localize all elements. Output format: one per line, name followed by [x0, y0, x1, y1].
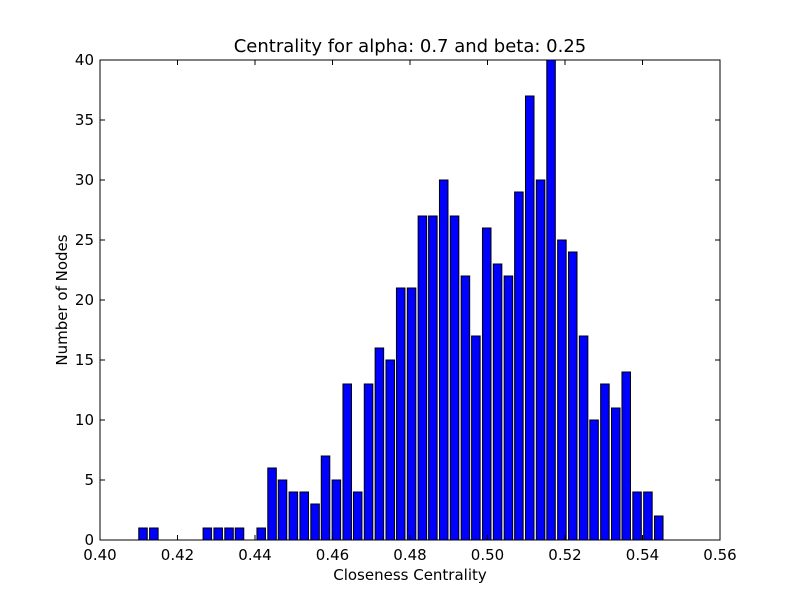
histogram-bar — [299, 491, 309, 541]
histogram-bar — [342, 383, 352, 541]
histogram-bar — [138, 527, 148, 541]
histogram-bar — [234, 527, 245, 541]
histogram-bar — [600, 383, 610, 541]
histogram-bar — [471, 335, 481, 541]
y-tick-label: 35 — [75, 111, 94, 129]
x-tick-label: 0.44 — [238, 546, 271, 564]
x-tick-label: 0.46 — [316, 546, 349, 564]
histogram-bar — [352, 491, 363, 541]
histogram-bar — [320, 455, 331, 541]
histogram-bar — [567, 251, 578, 541]
histogram-bar — [557, 239, 567, 541]
histogram-bar — [406, 287, 417, 541]
histogram-bar — [611, 407, 621, 541]
y-tick-label: 15 — [75, 351, 94, 369]
histogram-bar — [481, 227, 492, 541]
histogram-bar — [385, 359, 396, 541]
x-tick-label: 0.42 — [161, 546, 194, 564]
histogram-bar — [363, 383, 374, 541]
histogram-bar — [277, 479, 288, 541]
y-tick-label: 0 — [84, 531, 94, 549]
histogram-bar — [374, 347, 385, 541]
histogram-bar — [224, 527, 234, 541]
histogram-bar — [492, 263, 503, 541]
histogram-bar — [395, 287, 406, 541]
tick-labels-group: 0.40 0.42 0.44 0.46 0.48 0.50 0.52 0.54 0.56 0 5 10… — [75, 51, 737, 564]
x-tick-label: 0.50 — [471, 546, 504, 564]
histogram-bar — [202, 527, 213, 541]
histogram-bar — [643, 491, 653, 541]
chart-title: Centrality for alpha: 0.7 and beta: 0.25 — [234, 36, 587, 57]
x-tick-label: 0.40 — [83, 546, 116, 564]
histogram-bar — [417, 215, 428, 541]
histogram-bar — [632, 491, 642, 541]
x-tick-label: 0.56 — [703, 546, 736, 564]
histogram-bar — [331, 479, 342, 541]
histogram-bar — [654, 515, 664, 541]
x-tick-label: 0.54 — [626, 546, 659, 564]
histogram-bar — [438, 179, 449, 541]
histogram-bar — [213, 527, 223, 541]
histogram-bar — [149, 527, 159, 541]
y-tick-label: 25 — [75, 231, 94, 249]
x-tick-label: 0.48 — [393, 546, 426, 564]
ticks-group — [99, 59, 721, 541]
y-tick-label: 5 — [84, 471, 94, 489]
histogram-bar — [449, 215, 460, 541]
histogram-bar — [589, 419, 599, 541]
histogram-bar — [524, 95, 535, 541]
bars-group — [138, 59, 664, 541]
histogram-bar — [460, 275, 471, 541]
y-tick-label: 40 — [75, 51, 94, 69]
histogram-bar — [428, 215, 438, 541]
histogram-bar — [256, 527, 266, 541]
histogram-bar — [267, 467, 277, 541]
histogram-bar — [310, 503, 320, 541]
y-axis-label: Number of Nodes — [53, 234, 71, 365]
histogram-bar — [535, 179, 546, 541]
histogram-bar — [503, 275, 514, 541]
histogram-bar — [514, 191, 524, 541]
histogram-bar — [578, 335, 589, 541]
histogram-bar — [621, 371, 631, 541]
x-axis-label: Closeness Centrality — [333, 566, 487, 584]
histogram-bar — [546, 59, 556, 541]
y-tick-label: 30 — [75, 171, 94, 189]
y-tick-label: 10 — [75, 411, 94, 429]
x-tick-label: 0.52 — [548, 546, 581, 564]
histogram-bar — [288, 491, 299, 541]
y-tick-label: 20 — [75, 291, 94, 309]
